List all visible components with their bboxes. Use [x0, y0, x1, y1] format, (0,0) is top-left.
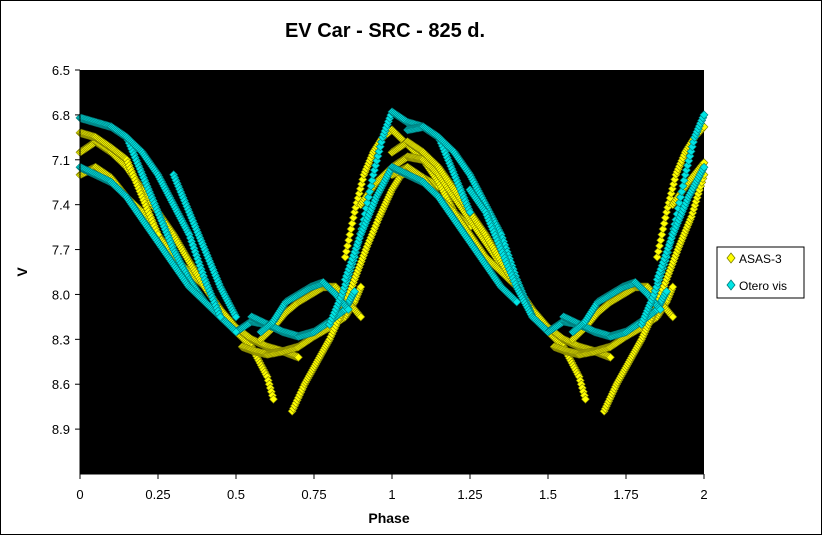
data-point [687, 142, 697, 152]
data-point [465, 207, 475, 217]
data-point [658, 224, 668, 234]
data-point [348, 213, 358, 223]
data-point [605, 352, 615, 362]
x-tick-label: 0.5 [227, 487, 245, 502]
data-point [678, 181, 688, 191]
data-point [653, 247, 663, 256]
data-point [350, 207, 359, 217]
data-point [668, 282, 678, 292]
chart-title: EV Car - SRC - 825 d. [285, 20, 485, 42]
data-point [367, 175, 377, 185]
y-tick-label: 8.3 [52, 332, 70, 347]
legend-marker-otero [726, 279, 736, 291]
x-tick-label: 2 [700, 487, 707, 502]
data-point [341, 247, 351, 256]
data-point [345, 230, 355, 240]
y-tick-label: 8.0 [52, 287, 70, 302]
data-point [677, 187, 687, 196]
data-point [657, 230, 667, 240]
x-tick-label: 0.25 [145, 487, 170, 502]
data-point [689, 137, 698, 147]
x-tick-label: 1.25 [457, 487, 482, 502]
x-axis-label: Phase [368, 510, 409, 526]
x-tick-label: 1.75 [613, 487, 638, 502]
data-point [512, 297, 522, 307]
legend-marker-asas [726, 252, 736, 264]
data-point [662, 207, 671, 217]
y-tick-label: 7.1 [52, 153, 70, 168]
y-tick-label: 8.6 [52, 377, 70, 392]
data-point [685, 151, 695, 161]
data-point [343, 241, 352, 251]
data-point [365, 187, 375, 196]
legend-label-asas: ASAS-3 [739, 252, 782, 266]
data-point [215, 312, 225, 322]
data-point [699, 110, 709, 120]
y-tick-label: 6.5 [52, 63, 70, 78]
data-point [354, 189, 364, 198]
data-point [373, 151, 383, 161]
data-point [686, 146, 696, 156]
y-axis-label: V [14, 267, 30, 277]
axis-layer: 6.5 6.8 7.1 7.4 7.7 8.0 8.3 8.6 8.9 0 0.25 0.5 0.75 1… [52, 63, 708, 502]
data-point [343, 304, 353, 314]
data-point [374, 146, 384, 156]
data-point [293, 352, 303, 362]
data-point [364, 192, 374, 202]
data-point [356, 312, 366, 322]
data-point [356, 282, 366, 292]
data-point [350, 287, 359, 296]
data-point [366, 181, 376, 191]
x-tick-label: 1 [388, 487, 395, 502]
data-point [344, 235, 354, 245]
legend: ASAS-3 Otero vis [716, 246, 805, 299]
data-point [652, 252, 662, 262]
x-tick-label: 0 [76, 487, 83, 502]
data-point [581, 394, 590, 404]
data-point [231, 312, 241, 322]
data-point [377, 137, 386, 147]
data-point [655, 241, 664, 251]
data-layer [75, 107, 709, 416]
data-point [668, 312, 678, 322]
legend-label-otero: Otero vis [739, 279, 787, 293]
data-point [659, 218, 669, 228]
data-point [231, 327, 241, 337]
data-point [676, 192, 686, 202]
y-tick-label: 6.8 [52, 108, 70, 123]
y-tick-label: 7.7 [52, 243, 70, 258]
data-point [340, 252, 350, 262]
y-tick-label: 8.9 [52, 422, 70, 437]
x-tick-label: 1.5 [539, 487, 557, 502]
data-point [655, 304, 665, 314]
data-point [666, 189, 676, 198]
series-otero-vis [75, 107, 709, 341]
y-tick-label: 7.4 [52, 198, 70, 213]
data-point [679, 175, 689, 185]
data-point [699, 162, 709, 172]
x-tick-label: 0.75 [301, 487, 326, 502]
data-point [660, 213, 670, 223]
data-point [662, 287, 671, 296]
data-point [656, 235, 666, 245]
data-point [375, 142, 385, 152]
data-point [346, 224, 356, 234]
data-point [347, 218, 357, 228]
data-point [269, 394, 278, 404]
